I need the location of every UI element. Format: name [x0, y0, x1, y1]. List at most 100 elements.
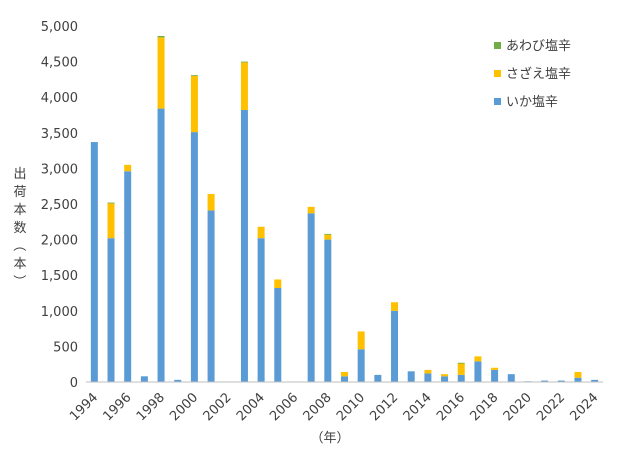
x-tick-label: 1998 — [134, 390, 168, 424]
x-tick-label: 2020 — [501, 390, 535, 424]
bar-segment — [441, 376, 449, 382]
bar-segment — [107, 203, 115, 239]
bar-segment — [124, 171, 132, 382]
bar-segment — [257, 238, 265, 382]
bar-segment — [240, 61, 248, 63]
bar-segment — [207, 194, 215, 211]
bars-group — [90, 35, 599, 383]
bar-segment — [391, 310, 399, 382]
bar-segment — [374, 374, 382, 382]
bar-segment — [474, 356, 482, 362]
x-axis-ticks: 1994 1996 1998 2000 2002 2004 2006 2008 2010 2012… — [67, 390, 601, 424]
legend-swatch — [494, 98, 501, 105]
bar-segment — [140, 376, 148, 382]
bar-segment — [307, 206, 315, 214]
bar-segment — [557, 380, 565, 382]
legend-label: いか塩辛 — [506, 95, 558, 110]
bar-segment — [341, 376, 348, 382]
bar-segment — [157, 35, 165, 38]
y-axis-ticks: 0 500 1,000 1,500 2,000 2,500 3,000 3,500 4,000 4… — [41, 20, 78, 391]
x-tick-label: 2014 — [401, 390, 435, 424]
y-tick-label: 500 — [53, 340, 78, 355]
y-tick-label: 1,500 — [41, 269, 78, 284]
bar-segment — [391, 302, 399, 311]
bar-segment — [424, 369, 432, 374]
x-tick-label: 2008 — [301, 390, 335, 424]
bar-segment — [474, 361, 482, 382]
x-tick-label: 2000 — [167, 390, 201, 424]
bar-segment — [257, 226, 265, 239]
bar-segment — [274, 279, 282, 289]
y-tick-label: 3,500 — [41, 127, 78, 142]
bar-segment — [207, 210, 215, 382]
x-axis-title: （年） — [310, 431, 349, 446]
legend-swatch — [494, 42, 501, 49]
bar-segment — [407, 371, 415, 382]
legend-swatch — [494, 70, 501, 77]
y-tick-label: 0 — [70, 376, 78, 391]
bar-segment — [457, 374, 465, 382]
bar-segment — [324, 233, 332, 235]
bar-segment — [574, 377, 582, 382]
x-tick-label: 2022 — [534, 390, 568, 424]
bar-segment — [190, 132, 198, 382]
y-tick-label: 3,000 — [41, 162, 78, 177]
bar-segment — [190, 75, 198, 133]
bar-segment — [357, 349, 365, 382]
y-tick-label: 4,000 — [41, 91, 78, 106]
bar-segment — [424, 373, 432, 382]
y-axis-title-char: ） — [11, 274, 26, 287]
bar-segment — [491, 369, 499, 382]
x-tick-label: 2024 — [567, 390, 601, 424]
bar-segment — [240, 110, 248, 383]
bar-segment — [541, 380, 549, 382]
x-tick-label: 2010 — [334, 390, 368, 424]
y-tick-label: 1,000 — [41, 305, 78, 320]
bar-segment — [457, 363, 465, 375]
bar-segment — [574, 372, 582, 378]
y-axis-title-char: 本 — [13, 257, 26, 272]
legend-label: さざえ塩辛 — [506, 66, 571, 82]
bar-segment — [507, 374, 515, 382]
y-axis-title-char: （ — [11, 238, 26, 251]
y-axis-title-char: 本 — [13, 203, 26, 218]
y-axis-title-char: 数 — [13, 221, 26, 236]
bar-segment — [174, 379, 182, 382]
y-tick-label: 4,500 — [41, 56, 78, 71]
bar-segment — [457, 362, 465, 364]
y-axis-title-char: 出 — [13, 167, 26, 182]
bar-segment — [157, 37, 165, 109]
x-tick-label: 2004 — [234, 390, 268, 424]
bar-segment — [324, 234, 332, 240]
bar-segment — [591, 379, 599, 382]
bar-segment — [190, 75, 198, 76]
y-axis-title-char: 荷 — [13, 185, 26, 200]
bar-segment — [357, 331, 365, 350]
bar-segment — [441, 374, 449, 377]
y-tick-label: 2,500 — [41, 198, 78, 213]
bar-segment — [274, 288, 282, 382]
x-tick-label: 2002 — [201, 390, 235, 424]
bar-segment — [124, 164, 132, 172]
bar-segment — [157, 108, 165, 382]
y-tick-label: 5,000 — [41, 20, 78, 35]
bar-segment — [307, 213, 315, 382]
x-tick-label: 2012 — [367, 390, 401, 424]
x-tick-label: 2016 — [434, 390, 468, 424]
x-tick-label: 2018 — [467, 390, 501, 424]
bar-segment — [341, 372, 348, 377]
x-tick-label: 1996 — [101, 390, 135, 424]
legend-label: あわび塩辛 — [506, 39, 571, 54]
bar-segment — [107, 238, 115, 382]
y-tick-label: 2,000 — [41, 234, 78, 249]
x-tick-label: 2006 — [267, 390, 301, 424]
bar-segment — [107, 202, 115, 204]
x-tick-label: 1994 — [67, 390, 101, 424]
bar-segment — [491, 367, 499, 370]
bar-segment — [90, 142, 98, 382]
bar-segment — [324, 239, 332, 382]
bar-segment — [240, 62, 248, 111]
